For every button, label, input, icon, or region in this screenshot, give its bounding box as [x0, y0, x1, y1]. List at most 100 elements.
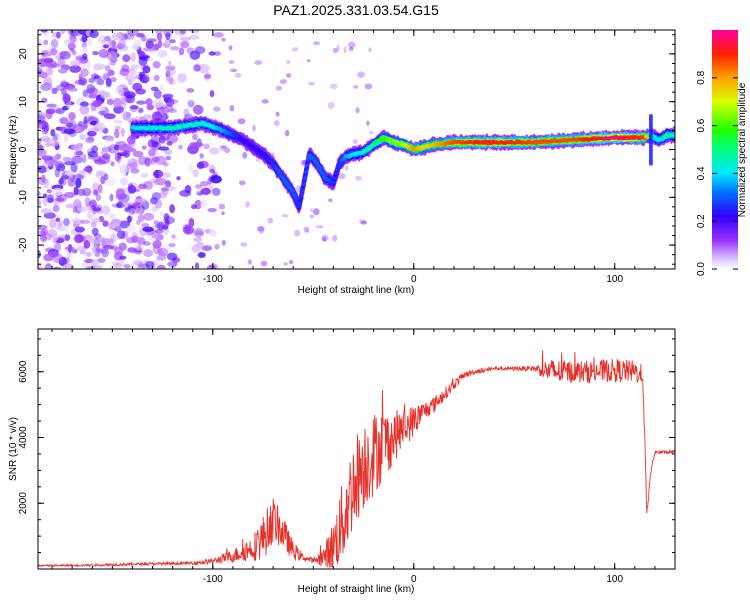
spectrogram-noise-blob: [152, 61, 161, 69]
spectrogram-noise-blob: [65, 170, 74, 176]
spectrogram-noise-blob: [132, 150, 144, 158]
spectrogram-noise-blob: [113, 105, 124, 114]
y-tick-label: 4000: [18, 426, 29, 449]
spectrogram-noise-blob: [164, 180, 172, 188]
spectrogram-ridge-cell: [318, 167, 323, 172]
spectrogram-noise-blob: [114, 246, 124, 256]
spectrogram-noise-blob: [121, 64, 130, 72]
spectrogram-noise-blob: [143, 249, 154, 258]
spectrogram-noise-blob: [180, 40, 190, 49]
y-tick-label: -20: [18, 237, 29, 252]
spectrogram-noise-blob: [165, 97, 175, 107]
spectrogram-noise-blob: [91, 258, 99, 269]
spectrogram-noise-blob: [103, 44, 109, 49]
spectrogram-noise-blob: [261, 99, 269, 104]
x-tick-label: -100: [203, 274, 223, 285]
colorbar-ticks: 0.0 0.2 0.4 0.6 0.8: [696, 70, 738, 276]
spectrogram-noise-blob: [40, 208, 52, 214]
spectrogram-noise-blob: [75, 178, 82, 188]
spectrogram-noise-blob: [336, 44, 340, 52]
spectrogram-noise-blob: [187, 144, 199, 155]
spectrogram-noise-blob: [86, 84, 96, 94]
spectrogram-noise-blob: [82, 53, 88, 60]
y-tick-label: 0: [18, 146, 29, 152]
spectrogram-noise-blob: [156, 264, 166, 269]
spectrogram-noise-blob: [63, 161, 76, 166]
x-tick-label: 100: [606, 274, 623, 285]
spectrogram-noise-blob: [183, 108, 190, 117]
spectrogram-ridge-cell: [314, 161, 320, 165]
spectrogram-noise-blob: [58, 177, 64, 185]
spectrogram-noise-blob: [108, 213, 116, 219]
spectrogram-noise-blob: [212, 187, 221, 196]
spectrogram-noise-blob: [69, 34, 77, 43]
spectrogram-noise-blob: [82, 153, 87, 164]
spectrogram-noise-blob: [98, 184, 103, 194]
spectrogram-noise-blob: [63, 39, 70, 45]
y-tick-label: 6000: [18, 360, 29, 383]
spectrogram-noise-blob: [162, 244, 172, 254]
spectrogram-noise-blob: [130, 105, 139, 110]
spectrogram-noise-blob: [179, 30, 186, 35]
spectrogram-noise-blob: [115, 202, 125, 209]
spectrogram-noise-blob: [87, 135, 94, 141]
spectrogram-noise-blob: [255, 158, 260, 162]
spectrogram-ridge-cell: [293, 194, 298, 199]
spectrogram-noise-blob: [96, 258, 106, 263]
spectrogram-noise-blob: [68, 112, 76, 121]
spectrogram-noise-blob: [82, 167, 89, 172]
spectrogram-noise-blob: [84, 197, 91, 207]
spectrogram-noise-blob: [41, 122, 50, 132]
spectrogram-noise-blob: [63, 218, 70, 227]
spectrogram-noise-blob: [82, 45, 88, 53]
spectrogram-noise-blob: [143, 114, 153, 120]
spectrogram-ridge-cell: [296, 204, 301, 209]
spectrogram-noise-blob: [155, 177, 167, 186]
spectrogram-noise-blob: [207, 208, 217, 213]
spectrogram-noise-blob: [120, 94, 126, 103]
spectrogram-noise-blob: [80, 68, 89, 78]
spectrogram-noise-blob: [329, 83, 338, 90]
spectrogram-noise-blob: [209, 147, 220, 155]
spectrogram-noise-blob: [178, 47, 185, 56]
spectrogram-noise-blob: [209, 168, 215, 174]
spectrogram-noise-blob: [138, 71, 145, 77]
spectrogram-noise-blob: [169, 39, 176, 44]
spectrogram-noise-blob: [72, 249, 78, 254]
spectrogram-noise-blob: [316, 225, 324, 229]
spectrogram-x-ticks: -100 0 100: [51, 30, 676, 285]
spectrogram-noise-blob: [89, 30, 99, 38]
spectrogram-noise-blob: [106, 98, 114, 106]
spectrogram-noise-blob: [38, 137, 42, 144]
spectrogram-noise-blob: [203, 143, 210, 150]
spectrogram-noise-blob: [120, 176, 128, 186]
spectrogram-noise-blob: [208, 229, 217, 237]
spectrogram-noise-blob: [40, 30, 48, 33]
spectrogram-noise-blob: [90, 120, 98, 126]
spectrogram-noise-blob: [118, 144, 130, 152]
spectrogram-noise-blob: [310, 208, 314, 213]
spectrogram-noise-blob: [260, 260, 268, 267]
spectrogram-noise-blob: [107, 69, 115, 77]
spectrogram-noise-blob: [105, 77, 112, 88]
spectrogram-noise-blob: [228, 264, 233, 269]
spectrogram-noise-blob: [52, 253, 64, 264]
spectrogram-noise-blob: [91, 227, 99, 236]
spectrogram-noise-blob: [144, 156, 150, 167]
spectrogram-noise-blob: [131, 235, 138, 243]
spectrogram-noise-blob: [93, 75, 102, 80]
spectrogram-noise-blob: [369, 130, 374, 135]
spectrogram-noise-blob: [169, 46, 180, 51]
spectrogram-noise-blob: [80, 219, 91, 224]
spectrogram-noise-blob: [106, 51, 118, 61]
spectrogram-noise-blob: [221, 211, 225, 216]
spectrogram-noise-blob: [192, 169, 199, 178]
spectrogram-noise-blob: [166, 252, 178, 261]
spectrogram-noise-blob: [192, 133, 198, 141]
spectrogram-noise-blob: [188, 164, 194, 173]
spectrogram-noise-blob: [79, 133, 86, 141]
spectrogram-noise-blob: [78, 170, 86, 180]
spectrogram-noise-blob: [197, 252, 206, 258]
spectrogram-noise-blob: [64, 191, 76, 199]
